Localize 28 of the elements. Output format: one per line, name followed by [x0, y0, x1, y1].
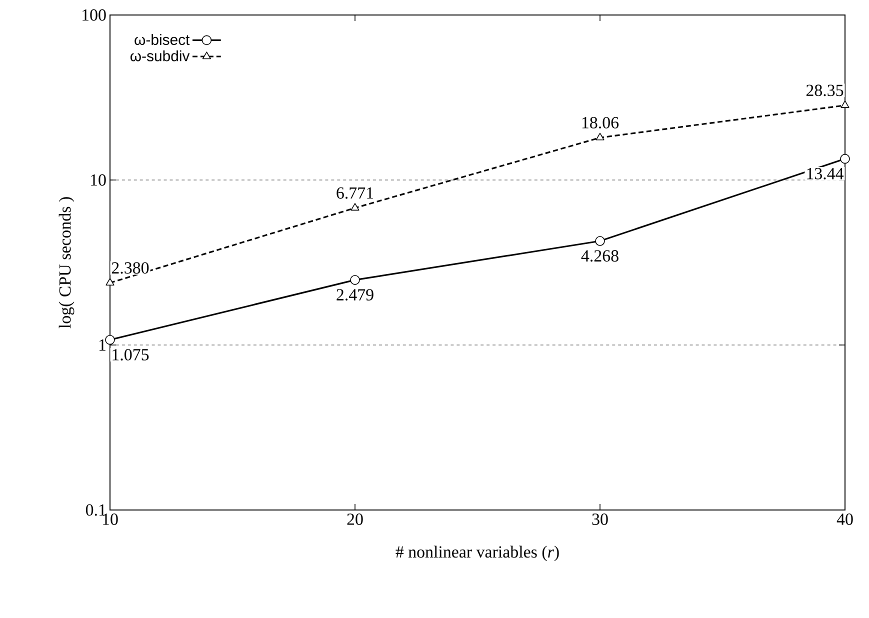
x-tick-label: 10 — [103, 514, 118, 525]
legend-label: ω-subdiv — [130, 50, 190, 62]
point — [350, 203, 360, 211]
legend-label: ω-bisect — [134, 34, 190, 46]
x-tick-label: 30 — [592, 514, 608, 525]
y-tick-label: 100 — [82, 9, 106, 21]
y-tick-label: 1 — [99, 339, 106, 351]
y-tick-label: 0.1 — [86, 504, 106, 516]
point — [596, 132, 604, 140]
point — [105, 334, 115, 345]
point — [106, 278, 114, 286]
point — [595, 236, 605, 246]
point — [840, 100, 850, 108]
data-label: 6.771 — [336, 187, 374, 199]
point — [840, 154, 850, 164]
x-tick-label: 20 — [347, 514, 363, 525]
y-tick-label: 10 — [91, 174, 106, 186]
x-axis-title: # nonlinear variables (r) — [396, 546, 559, 562]
data-label: 28.35 — [806, 84, 844, 96]
data-label: 13.44 — [807, 168, 844, 180]
data-label: 18.06 — [582, 116, 619, 128]
data-label: 1.075 — [112, 348, 149, 360]
y-axis-title: log( CPU seconds ) — [58, 197, 74, 328]
data-label: 2.479 — [336, 289, 374, 301]
data-label: 4.268 — [581, 250, 618, 262]
data-label: 2.380 — [112, 262, 149, 274]
x-tick-label: 40 — [836, 514, 853, 525]
point — [350, 275, 360, 285]
